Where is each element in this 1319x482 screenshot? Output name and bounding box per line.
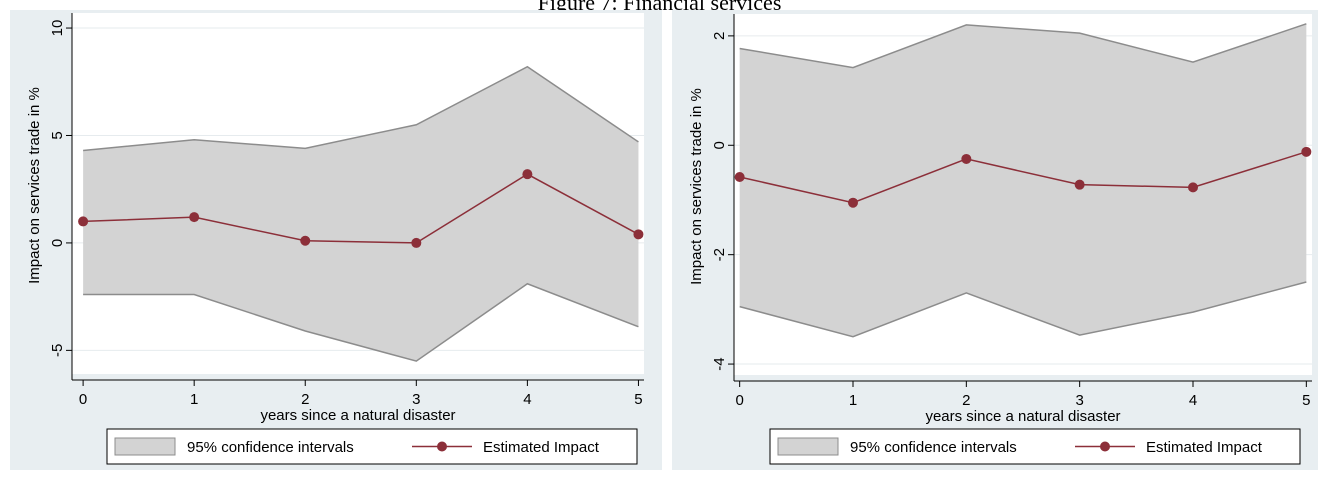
data-point (300, 235, 311, 246)
confidence-band-upper (739, 23, 1307, 69)
x-tick-label: 5 (1302, 392, 1310, 409)
confidence-band-upper (83, 65, 639, 152)
x-tick-label: 1 (849, 392, 857, 409)
confidence-band (83, 66, 639, 362)
series-line (83, 173, 639, 244)
legend-label-band: 95% confidence intervals (187, 439, 354, 456)
series-line (739, 151, 1307, 204)
data-point (1074, 179, 1085, 190)
confidence-band-lower (83, 282, 639, 362)
chart-left-svg: -5 0 5 10 0 1 2 3 4 5 years since a natural disast… (26, 13, 644, 465)
legend-box (769, 428, 1301, 465)
x-tick-label: 2 (301, 391, 309, 408)
data-point (848, 197, 858, 208)
y-tick-label: -5 (49, 344, 66, 357)
data-point (961, 153, 972, 164)
legend-swatch-band (114, 437, 176, 456)
x-axis-title: years since a natural disaster (260, 407, 455, 424)
data-point (189, 212, 200, 223)
x-tick-label: 2 (962, 392, 970, 409)
x-tick-label: 3 (412, 391, 420, 408)
y-tick-label: 10 (49, 20, 66, 37)
x-tick-label: 4 (1189, 392, 1197, 409)
x-tick-label: 0 (735, 392, 743, 409)
data-point (1188, 182, 1198, 193)
x-axis-title: years since a natural disaster (925, 408, 1120, 425)
legend-label-line: Estimated Impact (1146, 439, 1263, 456)
x-tick-label: 4 (523, 391, 531, 408)
x-tick-label: 1 (190, 391, 198, 408)
y-axis-title: Impact on services trade in % (26, 87, 43, 284)
y-axis-title: Impact on services trade in % (688, 88, 705, 285)
data-point (411, 237, 422, 248)
legend-label-line: Estimated Impact (483, 439, 600, 456)
y-tick-label: 2 (711, 32, 728, 40)
x-tick-label: 0 (79, 391, 87, 408)
data-point (522, 169, 533, 180)
y-tick-label: 5 (49, 131, 66, 139)
chart-panel-right: -4 -2 0 2 0 1 2 3 4 5 years since a natural disast… (672, 10, 1318, 470)
confidence-band (739, 23, 1307, 337)
legend-label-band: 95% confidence intervals (850, 439, 1017, 456)
y-tick-label: -2 (711, 248, 728, 261)
legend-box (106, 428, 638, 465)
y-tick-label: -4 (711, 357, 728, 370)
chart-panel-left: -5 0 5 10 0 1 2 3 4 5 years since a natural disast… (10, 10, 662, 470)
confidence-band-lower (739, 281, 1307, 338)
data-point (633, 229, 644, 240)
legend-swatch-marker (1100, 441, 1110, 452)
y-tick-label: 0 (49, 239, 66, 247)
data-point (1301, 146, 1312, 157)
chart-right-svg: -4 -2 0 2 0 1 2 3 4 5 years since a natural disast… (688, 14, 1312, 465)
y-tick-label: 0 (711, 141, 728, 149)
x-tick-label: 3 (1075, 392, 1083, 409)
x-tick-label: 5 (634, 391, 642, 408)
legend-swatch-marker (437, 441, 447, 452)
data-point (78, 216, 89, 227)
data-point (734, 171, 745, 182)
legend-swatch-band (777, 437, 839, 456)
